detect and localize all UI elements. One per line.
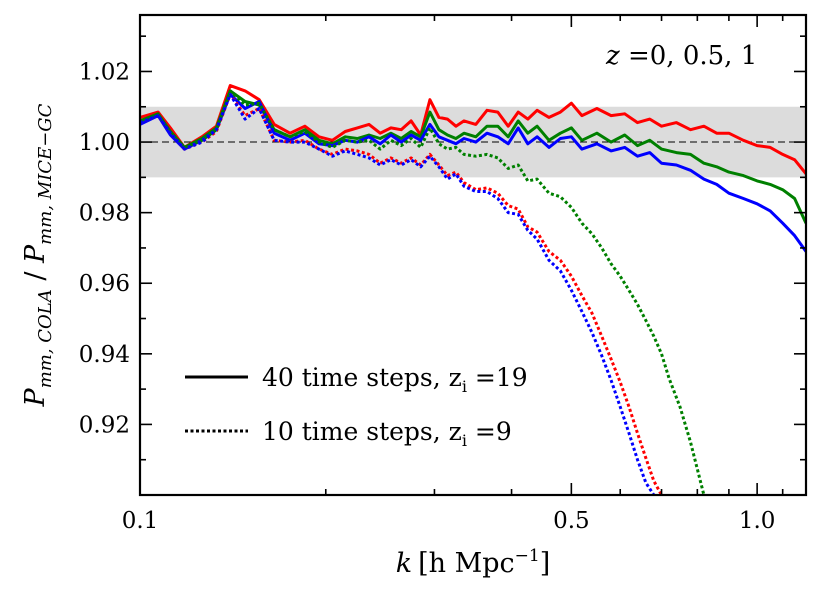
x-tick-label: 0.5 xyxy=(553,508,590,534)
series-line-2 xyxy=(140,92,806,253)
y-tick-label: 0.92 xyxy=(79,412,130,438)
y-label-p2: P xyxy=(20,244,51,264)
plot-frame xyxy=(138,13,808,497)
y-label-sub2: mm, MICE−GC xyxy=(35,103,56,244)
x-label-exp: −1 xyxy=(515,546,540,566)
y-label-p1: P xyxy=(20,387,51,407)
series-layer xyxy=(140,84,806,495)
legend-10-text: 10 time steps, z xyxy=(262,417,462,446)
x-label-unit: [h Mpc xyxy=(418,548,515,579)
x-label-close: ] xyxy=(540,548,551,579)
redshift-annotation: z =0, 0.5, 1 xyxy=(605,41,757,71)
annotation-values: =0, 0.5, 1 xyxy=(620,41,758,71)
series-line-0 xyxy=(140,84,806,175)
legend-40-sub: i xyxy=(462,377,467,396)
y-tick-label: 0.96 xyxy=(79,271,130,297)
series-line-4 xyxy=(140,89,706,495)
legend-entry-10-steps: 10 time steps, zi =9 xyxy=(262,417,512,450)
legend-40-tail: =19 xyxy=(467,363,528,392)
x-tick-label: 1.0 xyxy=(739,508,776,534)
legend-10-sub: i xyxy=(462,431,467,450)
y-tick-label: 1.02 xyxy=(79,59,130,85)
legend-40-text: 40 time steps, z xyxy=(262,363,462,392)
legend-10-tail: =9 xyxy=(467,417,512,446)
y-tick-label: 0.94 xyxy=(79,342,130,368)
y-label-sub1: mm, COLA xyxy=(35,289,56,388)
series-line-3 xyxy=(140,92,663,495)
y-tick-label: 1.00 xyxy=(79,130,130,156)
legend: 40 time steps, zi =19 10 time steps, zi … xyxy=(185,363,528,450)
annotation-z: z xyxy=(605,41,620,71)
y-tick-label: 0.98 xyxy=(79,201,130,227)
legend-entry-40-steps: 40 time steps, zi =19 xyxy=(262,363,528,396)
x-axis-label: k [h Mpc−1] xyxy=(396,546,551,579)
y-label-sep: / xyxy=(20,263,51,289)
x-tick-label: 0.1 xyxy=(122,508,159,534)
x-label-k: k xyxy=(396,548,412,579)
y-axis-label: Pmm, COLA / Pmm, MICE−GC xyxy=(20,103,56,407)
